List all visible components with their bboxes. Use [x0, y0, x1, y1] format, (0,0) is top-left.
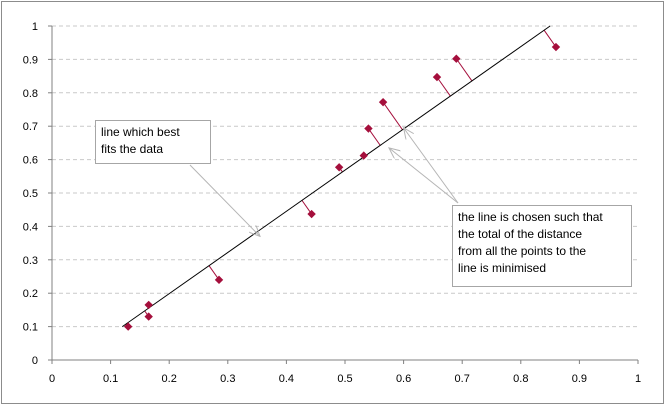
data-point [123, 322, 133, 331]
data-point [334, 163, 344, 172]
data-point [378, 97, 388, 107]
annotation-arrow [404, 128, 459, 204]
y-tick-label: 0.9 [23, 54, 38, 66]
x-tick-label: 0.8 [513, 373, 528, 385]
annotation-best-fit: line which best fits the data [95, 120, 211, 164]
fit-line-layer [122, 25, 551, 328]
y-tick-label: 0.8 [23, 88, 38, 100]
annotation-arrow [189, 164, 260, 236]
y-tick-label: 0.6 [23, 155, 38, 167]
data-point [214, 275, 224, 285]
x-tick-label: 0.7 [455, 373, 470, 385]
x-tick-label: 0.3 [220, 373, 235, 385]
y-tick-label: 0.7 [23, 121, 38, 133]
data-point [144, 312, 153, 321]
y-tick-label: 0.4 [23, 221, 38, 233]
x-tick-label: 0.6 [396, 373, 411, 385]
x-tick-label: 0.2 [162, 373, 177, 385]
y-tick-label: 0.5 [23, 188, 38, 200]
residual-line [455, 58, 473, 82]
x-tick-label: 0.4 [279, 373, 294, 385]
annotation-arrow [389, 148, 459, 204]
y-tick-label: 0.3 [23, 255, 38, 267]
axis-layer: 0 0.1 0.2 0.3 0.4 0.5 0.6 0.7 0.8 0.9 1 0 0.1 0.2 0.3 0… [23, 21, 641, 385]
x-tick-label: 0.9 [572, 373, 587, 385]
best-fit-line [122, 25, 551, 328]
data-point [359, 151, 368, 160]
residual-line [382, 101, 403, 131]
point-layer [123, 42, 561, 331]
y-tick-label: 0.1 [23, 322, 38, 334]
x-tick-label: 1 [635, 373, 641, 385]
x-tick-label: 0 [49, 373, 55, 385]
data-point [432, 72, 442, 82]
data-point [551, 42, 561, 52]
residual-line [368, 128, 381, 146]
x-tick-label: 0.1 [103, 373, 118, 385]
data-point [144, 300, 153, 310]
residual-line [436, 76, 451, 97]
x-tick-label: 0.5 [337, 373, 352, 385]
y-tick-label: 0 [32, 355, 38, 367]
residual-line [543, 29, 557, 48]
y-tick-label: 0.2 [23, 288, 38, 300]
data-point [452, 54, 461, 63]
arrow-layer [189, 128, 459, 237]
y-tick-label: 1 [32, 21, 38, 33]
data-point [307, 209, 316, 219]
annotation-line-chosen: the line is chosen such that the total o… [452, 205, 632, 287]
data-point [364, 124, 373, 133]
